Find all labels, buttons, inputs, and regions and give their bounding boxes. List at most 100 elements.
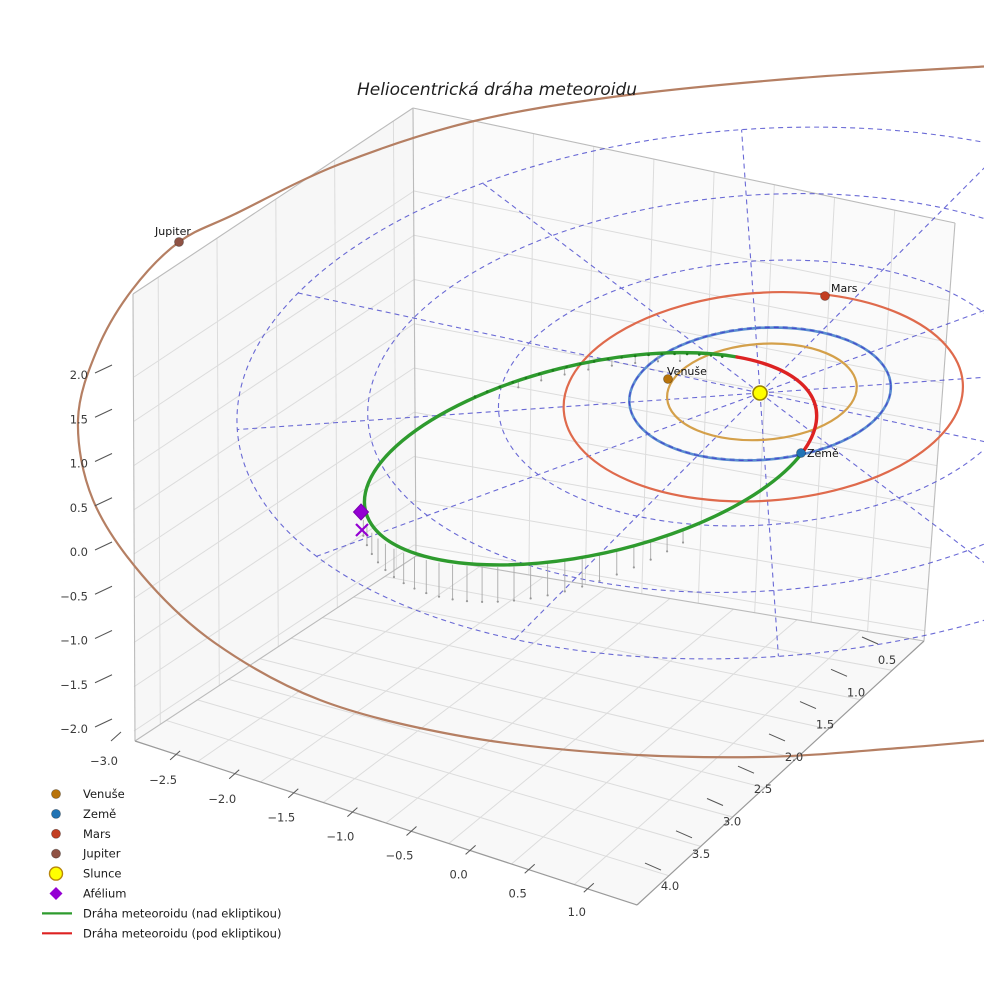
y-axis-tick (644, 862, 662, 871)
legend-item-zem: Země (51, 807, 116, 821)
y-axis-tick (675, 830, 693, 839)
meteoroid-data-point (579, 362, 582, 366)
x-axis-tick-label: 1.0 (568, 905, 586, 919)
right-wall-pane (413, 108, 955, 641)
left-wall-gridline (157, 277, 161, 725)
y-axis-tick-label: 2.0 (785, 750, 803, 764)
axis-spine (636, 640, 925, 906)
meteoroid-data-point (620, 356, 623, 359)
left-wall-z-gridline (133, 190, 415, 378)
legend-diamond-marker (49, 887, 63, 900)
x-axis-tick-label: −2.5 (149, 773, 177, 787)
right-wall-z-gridline (413, 456, 931, 549)
mars-orbit (562, 291, 965, 503)
stem-foot-dot (392, 575, 396, 579)
z-axis-tick-label: −1.0 (60, 634, 88, 648)
ecliptic-radial-line (759, 392, 779, 657)
meteoroid-data-point (592, 360, 596, 363)
y-axis-tick (799, 701, 817, 710)
x-axis-tick (583, 882, 595, 893)
z-axis-tick (94, 497, 113, 507)
right-wall-z-gridline (413, 544, 925, 632)
left-wall-z-gridline (133, 279, 415, 466)
stem-foot-dot (615, 573, 618, 576)
legend: Venuše Země Mars Jupiter Slunce Afélium Dráha … (42, 787, 281, 940)
ecliptic-radial-line (759, 392, 984, 604)
legend-dot-marker (51, 809, 61, 819)
y-axis-tick (737, 765, 755, 774)
floor-gridline-x (511, 619, 798, 865)
x-axis-tick-label: −1.0 (326, 830, 354, 844)
planet-label: Jupiter (154, 225, 191, 238)
legend-item-af-lium: Afélium (49, 887, 126, 901)
right-wall-gridline (528, 133, 534, 575)
stem-foot-dot (465, 600, 469, 603)
legend-dot-marker (51, 828, 61, 839)
planet-label: Venuše (667, 365, 707, 378)
stem-foot-dot (665, 550, 669, 553)
meteoroid-data-point (720, 355, 724, 358)
z-axis-tick (94, 585, 113, 595)
right-wall-gridline (641, 159, 655, 594)
y-axis-tick-label: 4.0 (661, 879, 679, 893)
legend-item-dr-ha-meteoroidu-pod-ekliptikou: Dráha meteoroidu (pod ekliptikou) (42, 926, 281, 940)
stem-foot-dot (581, 585, 584, 588)
floor-pane (135, 556, 924, 905)
jupiter-orbit (76, 65, 984, 759)
ecliptic-radial-line (759, 146, 984, 394)
right-wall-gridline (697, 171, 715, 604)
y-axis-tick (861, 636, 879, 645)
pane-walls (133, 108, 955, 905)
planet-label: Mars (831, 282, 858, 295)
right-wall-z-gridline (413, 190, 950, 301)
right-wall-z-gridline (413, 411, 935, 508)
legend-item-label: Dráha meteoroidu (nad ekliptikou) (83, 906, 281, 920)
ecliptic-circle-1au (628, 326, 892, 462)
sun-marker (752, 385, 768, 401)
jupiter-dot (174, 237, 184, 247)
floor-gridline-x (322, 587, 607, 803)
ecliptic-radial-line (297, 292, 761, 394)
stem-foot-dot (546, 594, 549, 597)
ecliptic-radial-line (316, 392, 761, 557)
stem-foot-dot (437, 595, 441, 598)
left-wall-z-gridline (133, 411, 415, 599)
z-axis-tick-label: −2.0 (60, 722, 88, 736)
axis-ticks-and-labels: −3.0 −2.5 −2.0 −1.5 −1.0 −0.5 0.0 0.5 1.0 0.5 1.0 1… (60, 364, 896, 919)
z-axis-tick (94, 674, 113, 684)
x-axis-tick-label: 0.0 (449, 867, 467, 881)
floor-gridline-x (260, 576, 544, 783)
legend-item-label: Mars (83, 827, 111, 841)
stem-foot-dot (529, 597, 532, 600)
stem-foot-dot (425, 591, 428, 595)
meteoroid-height-stems (362, 354, 685, 603)
left-wall-z-gridline (133, 234, 415, 422)
legend-item-dr-ha-meteoroidu-nad-ekliptikou: Dráha meteoroidu (nad ekliptikou) (42, 906, 281, 920)
stem-foot-dot (384, 568, 387, 572)
z-axis-tick (94, 718, 113, 728)
meteoroid-data-point (524, 376, 528, 380)
legend-item-mars: Mars (51, 827, 111, 841)
venus-orbit (665, 342, 858, 442)
legend-sun-marker (48, 866, 64, 881)
planet-label: Země (807, 447, 839, 460)
stem-foot-dot (451, 598, 454, 601)
box-edge (132, 107, 414, 295)
stem-foot-dot (365, 544, 369, 547)
legend-dot-marker (51, 789, 61, 799)
stem-foot-dot (563, 373, 566, 376)
inner-orbits-group (562, 291, 965, 503)
right-wall-gridline (810, 197, 836, 623)
body-markers (174, 237, 830, 537)
x-axis-tick-label: −1.5 (267, 811, 295, 825)
mars-dot (820, 291, 830, 301)
floor-gridline-x (197, 566, 480, 762)
axis-spine (134, 740, 638, 906)
z-axis-tick-label: −1.5 (60, 678, 88, 692)
meteoroid-data-point (537, 372, 541, 376)
stem-foot-dot (678, 359, 682, 362)
meteoroid-data-point (673, 352, 676, 356)
planet-labels: Venuše Země Mars Jupiter (154, 225, 858, 460)
z-axis-tick-label: 2.0 (70, 368, 88, 382)
legend-item-label: Slunce (83, 867, 121, 881)
